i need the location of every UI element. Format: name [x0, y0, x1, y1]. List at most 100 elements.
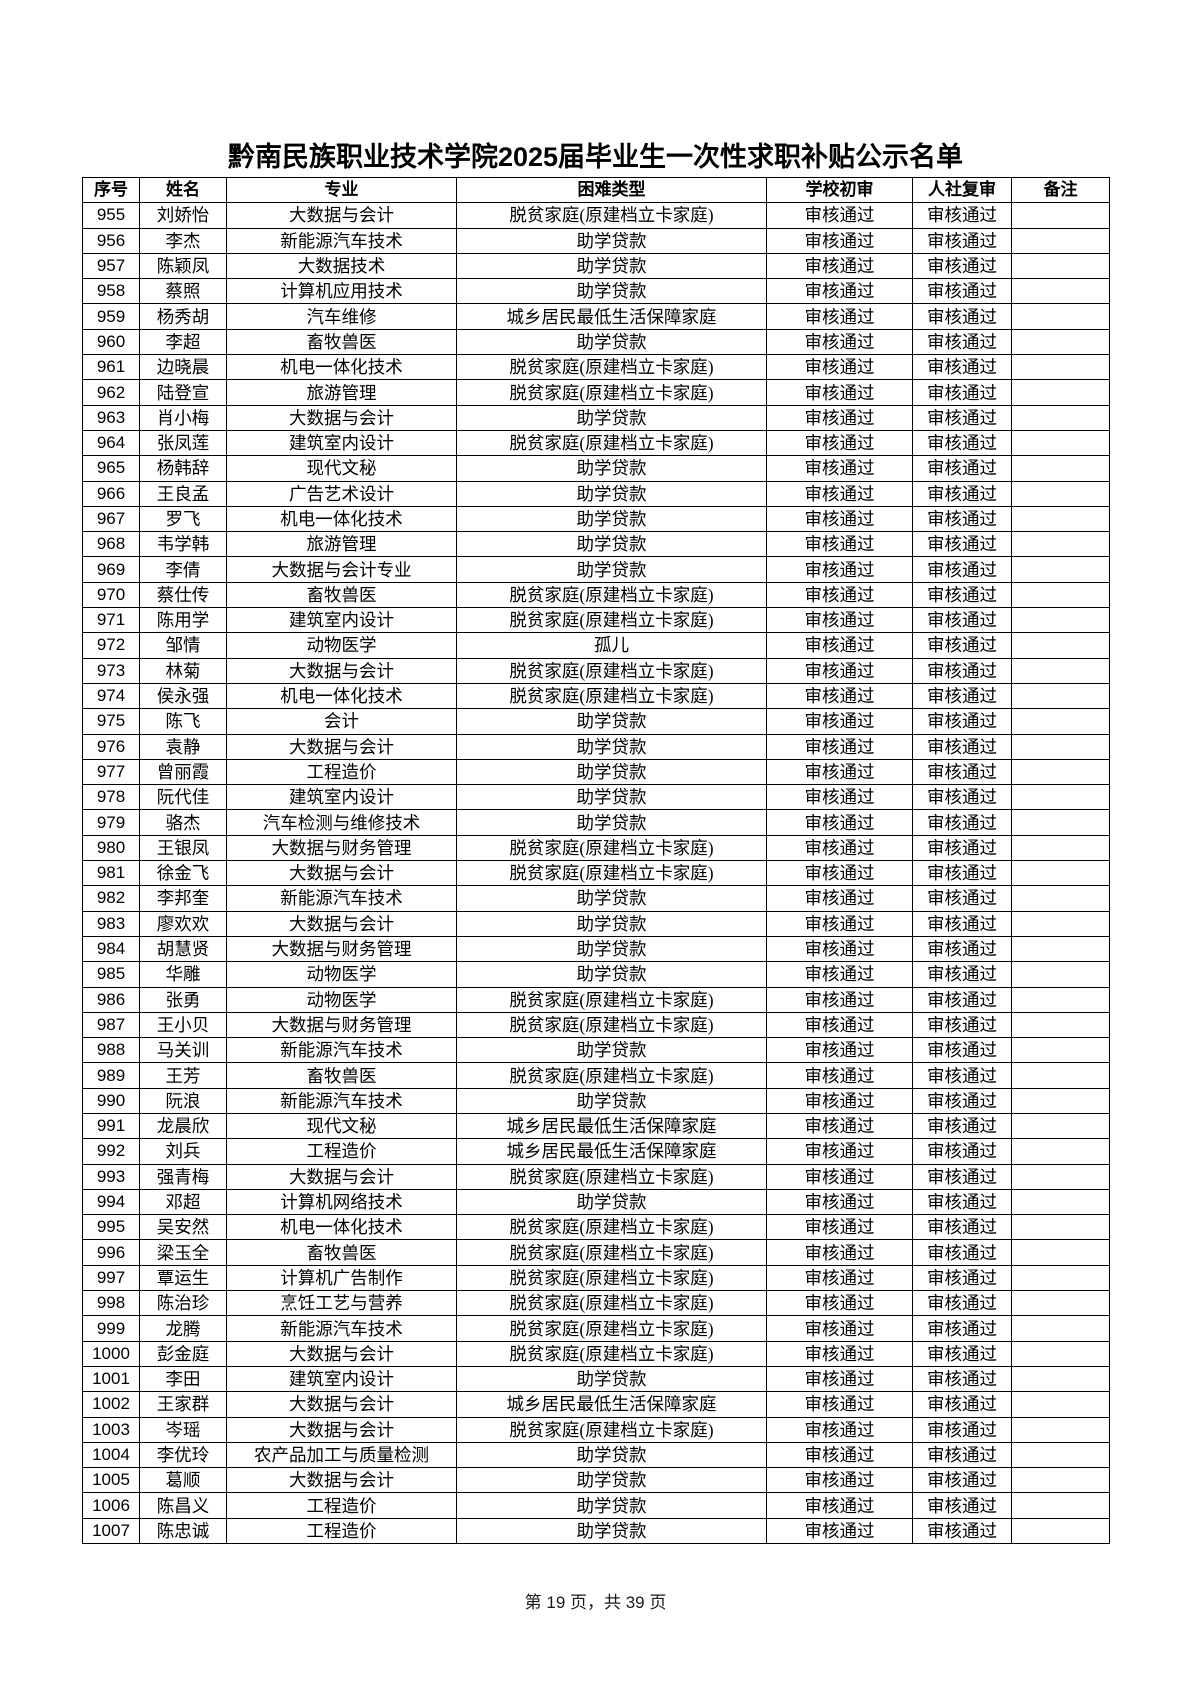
cell-major: 建筑室内设计: [226, 1365, 457, 1393]
cell-seq: 966: [82, 480, 140, 507]
cell-seq: 995: [82, 1214, 140, 1241]
cell-name: 华雕: [139, 961, 227, 988]
table-row: 989 王芳 畜牧兽医 脱贫家庭(原建档立卡家庭) 审核通过 审核通过: [82, 1062, 1110, 1089]
cell-name: 陈飞: [139, 708, 227, 735]
cell-school: 审核通过: [766, 935, 913, 963]
cell-note: [1011, 1062, 1110, 1089]
table-row: 959 杨秀胡 汽车维修 城乡居民最低生活保障家庭 审核通过 审核通过: [82, 303, 1110, 330]
table-row: 972 邹情 动物医学 孤儿 审核通过 审核通过: [82, 632, 1110, 659]
cell-school: 审核通过: [766, 784, 913, 811]
cell-hr: 审核通过: [912, 1112, 1012, 1140]
cell-hr: 审核通过: [912, 227, 1012, 254]
cell-note: [1011, 429, 1110, 457]
cell-school: 审核通过: [766, 657, 913, 684]
cell-major: 机电一体化技术: [226, 1214, 457, 1241]
cell-name: 李倩: [139, 556, 227, 583]
table-row: 992 刘兵 工程造价 城乡居民最低生活保障家庭 审核通过 审核通过: [82, 1138, 1110, 1165]
cell-note: [1011, 531, 1110, 558]
cell-type: 脱贫家庭(原建档立卡家庭): [456, 581, 767, 609]
cell-type: 助学贷款: [456, 809, 767, 836]
cell-type: 脱贫家庭(原建档立卡家庭): [456, 202, 767, 229]
cell-hr: 审核通过: [912, 1188, 1012, 1216]
cell-note: [1011, 1037, 1110, 1064]
cell-hr: 审核通过: [912, 455, 1012, 482]
cell-school: 审核通过: [766, 809, 913, 836]
cell-hr: 审核通过: [912, 1315, 1012, 1342]
table-row: 969 李倩 大数据与会计专业 助学贷款 审核通过 审核通过: [82, 556, 1110, 583]
cell-hr: 审核通过: [912, 278, 1012, 305]
table-row: 963 肖小梅 大数据与会计 助学贷款 审核通过 审核通过: [82, 404, 1110, 431]
cell-note: [1011, 708, 1110, 735]
cell-type: 脱贫家庭(原建档立卡家庭): [456, 1416, 767, 1443]
cell-note: [1011, 303, 1110, 330]
cell-hr: 审核通过: [912, 1416, 1012, 1443]
cell-type: 脱贫家庭(原建档立卡家庭): [456, 607, 767, 634]
cell-school: 审核通过: [766, 1087, 913, 1114]
cell-note: [1011, 1365, 1110, 1393]
cell-school: 审核通过: [766, 278, 913, 305]
cell-hr: 审核通过: [912, 632, 1012, 659]
cell-type: 助学贷款: [456, 328, 767, 356]
cell-school: 审核通过: [766, 1163, 913, 1190]
cell-major: 动物医学: [226, 986, 457, 1013]
cell-hr: 审核通过: [912, 657, 1012, 684]
cell-note: [1011, 682, 1110, 710]
cell-seq: 972: [82, 632, 140, 659]
cell-school: 审核通过: [766, 455, 913, 482]
cell-seq: 975: [82, 708, 140, 735]
cell-note: [1011, 1391, 1110, 1418]
cell-type: 助学贷款: [456, 480, 767, 507]
cell-name: 王家群: [139, 1391, 227, 1418]
cell-seq: 1004: [82, 1441, 140, 1469]
cell-hr: 审核通过: [912, 1264, 1012, 1292]
cell-hr: 审核通过: [912, 1290, 1012, 1317]
cell-seq: 1003: [82, 1416, 140, 1443]
cell-seq: 990: [82, 1087, 140, 1114]
cell-note: [1011, 328, 1110, 356]
cell-seq: 980: [82, 834, 140, 862]
cell-hr: 审核通过: [912, 379, 1012, 406]
cell-name: 陈忠诚: [139, 1517, 227, 1545]
cell-name: 邓超: [139, 1188, 227, 1216]
cell-major: 农产品加工与质量检测: [226, 1441, 457, 1469]
cell-school: 审核通过: [766, 708, 913, 735]
cell-note: [1011, 809, 1110, 836]
cell-name: 强青梅: [139, 1163, 227, 1190]
cell-school: 审核通过: [766, 505, 913, 533]
cell-major: 计算机网络技术: [226, 1188, 457, 1216]
cell-hr: 审核通过: [912, 480, 1012, 507]
cell-school: 审核通过: [766, 1290, 913, 1317]
cell-school: 审核通过: [766, 1441, 913, 1469]
table-row: 984 胡慧贤 大数据与财务管理 助学贷款 审核通过 审核通过: [82, 935, 1110, 963]
cell-hr: 审核通过: [912, 935, 1012, 963]
table-row: 1002 王家群 大数据与会计 城乡居民最低生活保障家庭 审核通过 审核通过: [82, 1391, 1110, 1418]
cell-type: 脱贫家庭(原建档立卡家庭): [456, 860, 767, 887]
cell-school: 审核通过: [766, 354, 913, 381]
cell-major: 机电一体化技术: [226, 505, 457, 533]
table-row: 986 张勇 动物医学 脱贫家庭(原建档立卡家庭) 审核通过 审核通过: [82, 986, 1110, 1013]
cell-note: [1011, 885, 1110, 912]
cell-seq: 956: [82, 227, 140, 254]
cell-seq: 983: [82, 910, 140, 937]
table-row: 962 陆登宣 旅游管理 脱贫家庭(原建档立卡家庭) 审核通过 审核通过: [82, 379, 1110, 406]
cell-major: 畜牧兽医: [226, 581, 457, 609]
cell-name: 陈昌义: [139, 1492, 227, 1519]
cell-hr: 审核通过: [912, 1467, 1012, 1494]
cell-major: 建筑室内设计: [226, 607, 457, 634]
table-row: 966 王良孟 广告艺术设计 助学贷款 审核通过 审核通过: [82, 480, 1110, 507]
cell-type: 助学贷款: [456, 784, 767, 811]
cell-seq: 984: [82, 935, 140, 963]
cell-note: [1011, 986, 1110, 1013]
cell-school: 审核通过: [766, 834, 913, 862]
cell-hr: 审核通过: [912, 1492, 1012, 1519]
cell-type: 助学贷款: [456, 885, 767, 912]
cell-note: [1011, 910, 1110, 937]
cell-type: 助学贷款: [456, 758, 767, 786]
table-row: 981 徐金飞 大数据与会计 脱贫家庭(原建档立卡家庭) 审核通过 审核通过: [82, 860, 1110, 887]
cell-note: [1011, 1467, 1110, 1494]
cell-type: 助学贷款: [456, 733, 767, 760]
table-row: 987 王小贝 大数据与财务管理 脱贫家庭(原建档立卡家庭) 审核通过 审核通过: [82, 1011, 1110, 1039]
subsidy-listing-table: 序号 姓名 专业 困难类型 学校初审 人社复审 备注 955 刘娇怡 大数据与会计 脱贫家庭(原建…: [82, 176, 1110, 1545]
cell-major: 大数据与会计: [226, 1416, 457, 1443]
cell-school: 审核通过: [766, 1467, 913, 1494]
